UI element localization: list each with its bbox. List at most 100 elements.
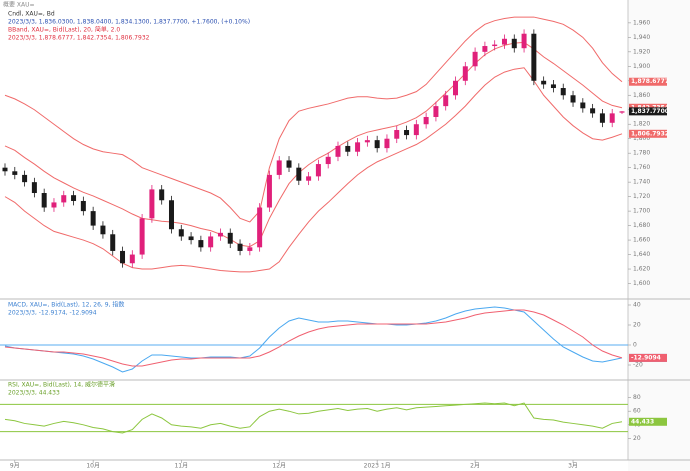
rsi-subtitle: 2023/3/3, 44.433: [8, 390, 60, 397]
candle-body: [120, 250, 126, 264]
last-value-label: 1,878.6777: [631, 78, 669, 85]
candle-body: [41, 193, 47, 208]
candle-body: [550, 84, 556, 89]
candle-body: [384, 138, 390, 149]
candle-body: [217, 232, 223, 237]
candle-body: [276, 160, 282, 175]
candle-body: [198, 240, 204, 248]
candle-body: [247, 247, 253, 251]
candle-body: [453, 80, 459, 96]
y-tick-label: 40: [633, 302, 641, 309]
candle-body: [31, 182, 37, 194]
candle-body: [580, 102, 586, 109]
candle-body: [296, 167, 302, 181]
candle-body: [12, 171, 18, 175]
last-value-marker: [629, 107, 667, 116]
indicator-line: [4, 309, 623, 367]
candle-body: [590, 108, 596, 114]
candle-body: [394, 130, 400, 139]
candle-body: [80, 200, 86, 212]
candle-body: [237, 243, 243, 251]
last-value-marker: [629, 417, 667, 426]
candle-body: [501, 38, 507, 45]
candle-body: [51, 202, 57, 208]
candle-body: [609, 113, 615, 123]
candle-body: [61, 195, 67, 203]
indicator-line: [4, 306, 623, 373]
candle-body: [139, 218, 145, 255]
candle-body: [599, 113, 605, 123]
band-title: BBand, XAU=, Bid(Last), 20, 简单, 2.0: [8, 26, 120, 34]
y-tick-label: 1,640: [633, 251, 650, 258]
candle-body: [521, 33, 527, 49]
candle-body: [423, 116, 429, 125]
candle-body: [462, 66, 468, 81]
candle-body: [413, 124, 419, 136]
candle-body: [531, 33, 537, 81]
y-tick-label: 1,780: [633, 150, 650, 157]
x-tick-label: 3月: [568, 463, 578, 470]
candle-body: [188, 236, 194, 241]
last-value-label: 1,837.7700: [631, 108, 669, 115]
y-tick-label: 1,740: [633, 179, 650, 186]
candle-body: [306, 176, 312, 181]
band-subtitle: 2023/3/3, 1,878.6777, 1,842.7354, 1,806.…: [8, 35, 150, 42]
candle-body: [355, 142, 361, 152]
candle-body: [364, 140, 370, 143]
y-tick-label: 1,800: [633, 135, 650, 142]
candle-body: [178, 229, 184, 237]
candle-body: [619, 111, 625, 113]
candle-body: [472, 51, 478, 67]
candle-body: [404, 130, 410, 136]
y-tick-label: 0: [633, 342, 637, 349]
candle-body: [374, 140, 380, 149]
candle-body: [286, 160, 292, 168]
y-tick-label: 1,900: [633, 63, 650, 70]
candle-body: [433, 106, 439, 117]
candle-body: [257, 207, 263, 248]
bollinger-band: [4, 41, 623, 248]
candle-body: [71, 195, 77, 201]
candle-body: [511, 38, 517, 49]
x-tick-label: 9月: [10, 463, 20, 470]
candle-body: [168, 200, 174, 230]
y-tick-label: 1,700: [633, 208, 650, 215]
candle-body: [570, 95, 576, 103]
y-tick-label: 1,760: [633, 164, 650, 171]
y-tick-label: 1,720: [633, 193, 650, 200]
candle-body: [227, 232, 233, 244]
last-value-marker: [629, 353, 667, 362]
candle-body: [129, 254, 135, 264]
y-tick-label: 20: [633, 322, 641, 329]
y-tick-label: 60: [633, 408, 641, 415]
candle-body: [100, 225, 106, 235]
macd-subtitle: 2023/3/3, -12.9174, -12.9094: [8, 310, 97, 317]
x-tick-label: 2023 1月: [364, 463, 391, 470]
chart-title: Cndl, XAU=, Bd: [8, 11, 55, 18]
last-value-marker: [629, 129, 667, 138]
candle-body: [159, 189, 165, 201]
candle-body: [266, 174, 272, 208]
candle-body: [482, 46, 488, 52]
y-tick-label: 1,660: [633, 237, 650, 244]
bollinger-band: [4, 67, 623, 273]
y-tick-label: 1,920: [633, 48, 650, 55]
candle-body: [110, 234, 116, 251]
last-value-label: 44.433: [631, 418, 654, 425]
candle-body: [149, 189, 155, 219]
y-tick-label: 1,820: [633, 121, 650, 128]
x-tick-label: 10月: [86, 463, 100, 470]
candle-body: [208, 236, 214, 248]
y-tick-label: 20: [633, 435, 641, 442]
candle-body: [541, 80, 547, 85]
candle-body: [443, 95, 449, 107]
macd-title: MACD, XAU=, Bid(Last), 12, 26, 9, 指数: [8, 301, 124, 309]
candle-body: [492, 44, 498, 47]
y-tick-label: 1,940: [633, 34, 650, 41]
x-tick-label: 12月: [272, 463, 286, 470]
candle-body: [325, 156, 331, 165]
rsi-title: RSI, XAU=, Bid(Last), 14, 威尔德平滑: [8, 381, 115, 389]
candle-body: [90, 211, 96, 226]
candle-body: [2, 167, 8, 172]
